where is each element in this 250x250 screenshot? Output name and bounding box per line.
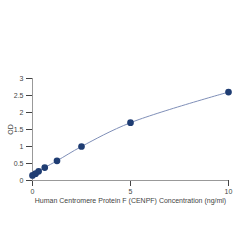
svg-text:0.5: 0.5: [14, 160, 24, 167]
svg-text:2.5: 2.5: [14, 92, 24, 99]
svg-text:Human Centromere Protein F (CE: Human Centromere Protein F (CENPF) Conce…: [35, 197, 226, 205]
svg-text:0: 0: [20, 177, 24, 184]
svg-text:2: 2: [20, 109, 24, 116]
svg-text:10: 10: [225, 188, 233, 195]
svg-text:0: 0: [31, 188, 35, 195]
svg-text:5: 5: [129, 188, 133, 195]
svg-text:OD: OD: [7, 124, 14, 135]
svg-text:3: 3: [20, 75, 24, 82]
svg-text:1.5: 1.5: [14, 126, 24, 133]
svg-text:1: 1: [20, 143, 24, 150]
